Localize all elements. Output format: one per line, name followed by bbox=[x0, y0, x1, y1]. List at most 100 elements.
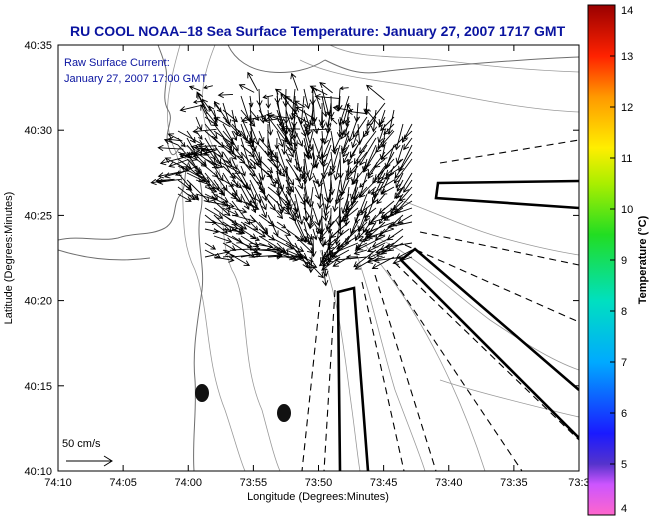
current-vector bbox=[324, 193, 332, 211]
current-vector bbox=[276, 123, 293, 147]
colorbar-tick-label: 5 bbox=[621, 459, 627, 471]
current-vector bbox=[159, 157, 184, 166]
annotation-line1: Raw Surface Current: bbox=[64, 57, 170, 69]
current-vector bbox=[247, 71, 259, 92]
current-vector bbox=[359, 179, 368, 188]
current-vector bbox=[285, 207, 295, 221]
x-tick-label: 74:10 bbox=[44, 477, 72, 489]
current-vector bbox=[213, 235, 233, 244]
current-vector bbox=[394, 186, 404, 200]
current-vector bbox=[267, 114, 284, 122]
colorbar-tick-label: 9 bbox=[621, 255, 627, 267]
current-vector bbox=[174, 165, 198, 177]
current-vector bbox=[231, 158, 238, 170]
current-vector bbox=[344, 109, 351, 127]
current-vector bbox=[258, 158, 274, 174]
x-axis: 74:10 74:05 74:00 73:55 73:50 73:45 73:40 73:35… bbox=[44, 45, 590, 489]
current-vector bbox=[347, 144, 359, 166]
current-vector bbox=[341, 102, 350, 126]
current-vector bbox=[267, 144, 279, 164]
current-vector bbox=[294, 193, 304, 226]
current-vector bbox=[204, 186, 218, 193]
current-vector bbox=[285, 256, 298, 262]
current-vector bbox=[222, 109, 239, 123]
current-vector bbox=[342, 144, 350, 158]
current-vector bbox=[384, 242, 413, 250]
current-vector bbox=[267, 158, 286, 177]
current-vector bbox=[319, 130, 326, 144]
x-tick-label: 74:05 bbox=[109, 477, 137, 489]
current-vector bbox=[293, 100, 306, 108]
coastline bbox=[58, 45, 579, 471]
x-tick-label: 73:40 bbox=[435, 477, 463, 489]
current-vector bbox=[276, 130, 285, 148]
current-vector bbox=[384, 172, 395, 180]
current-vector bbox=[267, 235, 294, 250]
colorbar-tick-label: 13 bbox=[621, 51, 633, 63]
current-vector bbox=[204, 242, 217, 250]
current-vector bbox=[357, 228, 368, 239]
colorbar-tick-label: 11 bbox=[621, 153, 632, 165]
current-vector bbox=[285, 144, 294, 158]
current-vector bbox=[190, 144, 213, 153]
current-vector bbox=[280, 125, 301, 132]
y-tick-label: 40:25 bbox=[24, 210, 52, 222]
colorbar-tick-label: 7 bbox=[621, 357, 627, 369]
current-vector bbox=[336, 95, 343, 111]
current-vector bbox=[222, 130, 234, 144]
current-vector bbox=[403, 137, 413, 151]
current-vector bbox=[370, 109, 378, 133]
current-vector bbox=[204, 249, 231, 258]
current-vector bbox=[192, 128, 217, 135]
current-vector bbox=[396, 172, 413, 200]
current-vector bbox=[380, 186, 395, 195]
current-vector bbox=[303, 235, 313, 246]
current-vector bbox=[303, 228, 313, 240]
current-vector bbox=[283, 95, 299, 108]
current-vector bbox=[258, 109, 267, 121]
current-vector bbox=[364, 228, 377, 235]
current-vector bbox=[231, 200, 251, 226]
current-vector bbox=[294, 207, 300, 220]
current-vector bbox=[240, 115, 267, 124]
current-vector bbox=[231, 207, 248, 214]
current-vector bbox=[238, 84, 255, 93]
colorbar-tick-label: 14 bbox=[621, 5, 633, 17]
current-vector bbox=[198, 143, 217, 150]
current-vector bbox=[318, 256, 332, 267]
current-vector bbox=[177, 193, 192, 202]
scale-label: 50 cm/s bbox=[62, 438, 101, 450]
current-vector bbox=[222, 144, 234, 153]
current-vector bbox=[177, 179, 193, 191]
current-vector bbox=[186, 151, 209, 158]
colorbar-tick-label: 4 bbox=[621, 503, 627, 515]
current-vector bbox=[240, 242, 253, 249]
current-vector bbox=[180, 166, 203, 179]
current-vector bbox=[276, 221, 287, 229]
current-vector bbox=[370, 179, 395, 195]
current-vector bbox=[311, 86, 322, 110]
current-vector bbox=[319, 102, 326, 130]
current-vector bbox=[240, 130, 252, 145]
current-vector bbox=[294, 130, 304, 147]
current-vector bbox=[303, 88, 311, 110]
current-vector bbox=[285, 179, 294, 193]
current-vector bbox=[265, 112, 291, 119]
current-vector bbox=[167, 133, 183, 142]
current-vector bbox=[342, 151, 350, 164]
current-vector bbox=[367, 242, 386, 253]
current-vector bbox=[231, 228, 246, 235]
scale-vector bbox=[66, 455, 113, 467]
current-vector bbox=[323, 228, 341, 246]
current-vector bbox=[231, 144, 244, 159]
current-vector bbox=[249, 123, 260, 146]
x-tick-label: 73:45 bbox=[370, 477, 398, 489]
current-vector bbox=[393, 158, 413, 184]
plot-area bbox=[58, 45, 579, 471]
current-vector bbox=[358, 235, 377, 243]
current-vector bbox=[325, 109, 332, 128]
current-vector bbox=[204, 158, 224, 169]
current-vector bbox=[355, 242, 368, 249]
current-vector bbox=[379, 144, 386, 161]
colorbar-label: Temperature (°C) bbox=[637, 215, 649, 304]
